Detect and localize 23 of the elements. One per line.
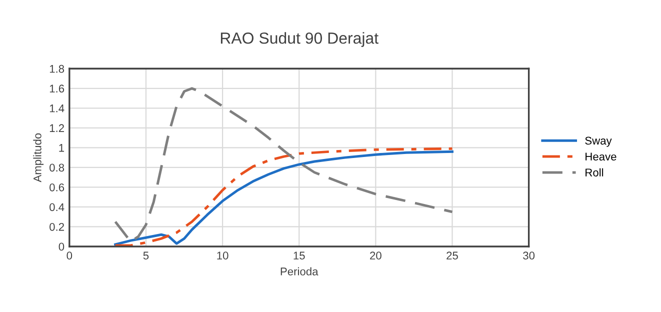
y-tick-label: 1 (59, 144, 64, 152)
y-tick-label: 0.8 (50, 164, 64, 172)
x-tick-label: 10 (217, 252, 228, 260)
y-axis-title: Amplitudo (33, 133, 44, 182)
x-tick-label: 30 (523, 252, 535, 260)
y-tick-label: 0 (58, 242, 64, 251)
x-axis-title: Perioda (280, 267, 318, 276)
x-tick-label: 5 (143, 252, 149, 260)
y-tick-label: 0.6 (50, 183, 64, 192)
legend-label: Sway (585, 136, 612, 147)
x-tick-label: 0 (66, 252, 72, 260)
y-tick-label: 1.4 (50, 104, 64, 112)
legend-label: Roll (586, 168, 604, 176)
y-tick-label: 1.8 (50, 64, 64, 73)
x-tick-label: 20 (370, 252, 382, 260)
legend-label: Heave (586, 152, 616, 161)
y-tick-label: 1.6 (50, 84, 64, 93)
y-tick-label: 0.4 (50, 203, 64, 212)
x-tick-label: 15 (294, 252, 305, 260)
x-tick-label: 25 (446, 252, 458, 260)
y-tick-label: 1.2 (50, 124, 64, 132)
y-tick-label: 0.2 (50, 222, 64, 231)
chart-title: RAO Sudut 90 Derajat (220, 32, 378, 47)
